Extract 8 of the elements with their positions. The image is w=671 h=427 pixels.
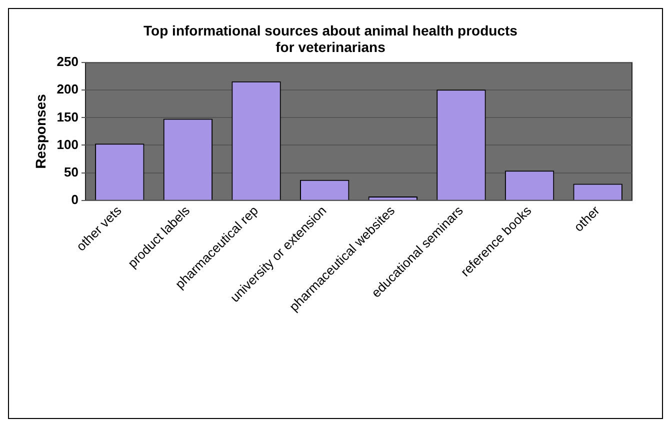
y-tick-label: 250 — [56, 54, 78, 70]
chart-title: Top informational sources about animal health products for veterinarians — [144, 22, 518, 56]
y-tick-label: 150 — [56, 109, 78, 124]
y-tick-label: 50 — [64, 164, 78, 180]
y-axis-title: Responses — [32, 94, 48, 169]
y-tick-label: 0 — [71, 192, 78, 207]
y-tick-label: 200 — [56, 82, 78, 97]
y-tick-label: 100 — [56, 136, 78, 152]
